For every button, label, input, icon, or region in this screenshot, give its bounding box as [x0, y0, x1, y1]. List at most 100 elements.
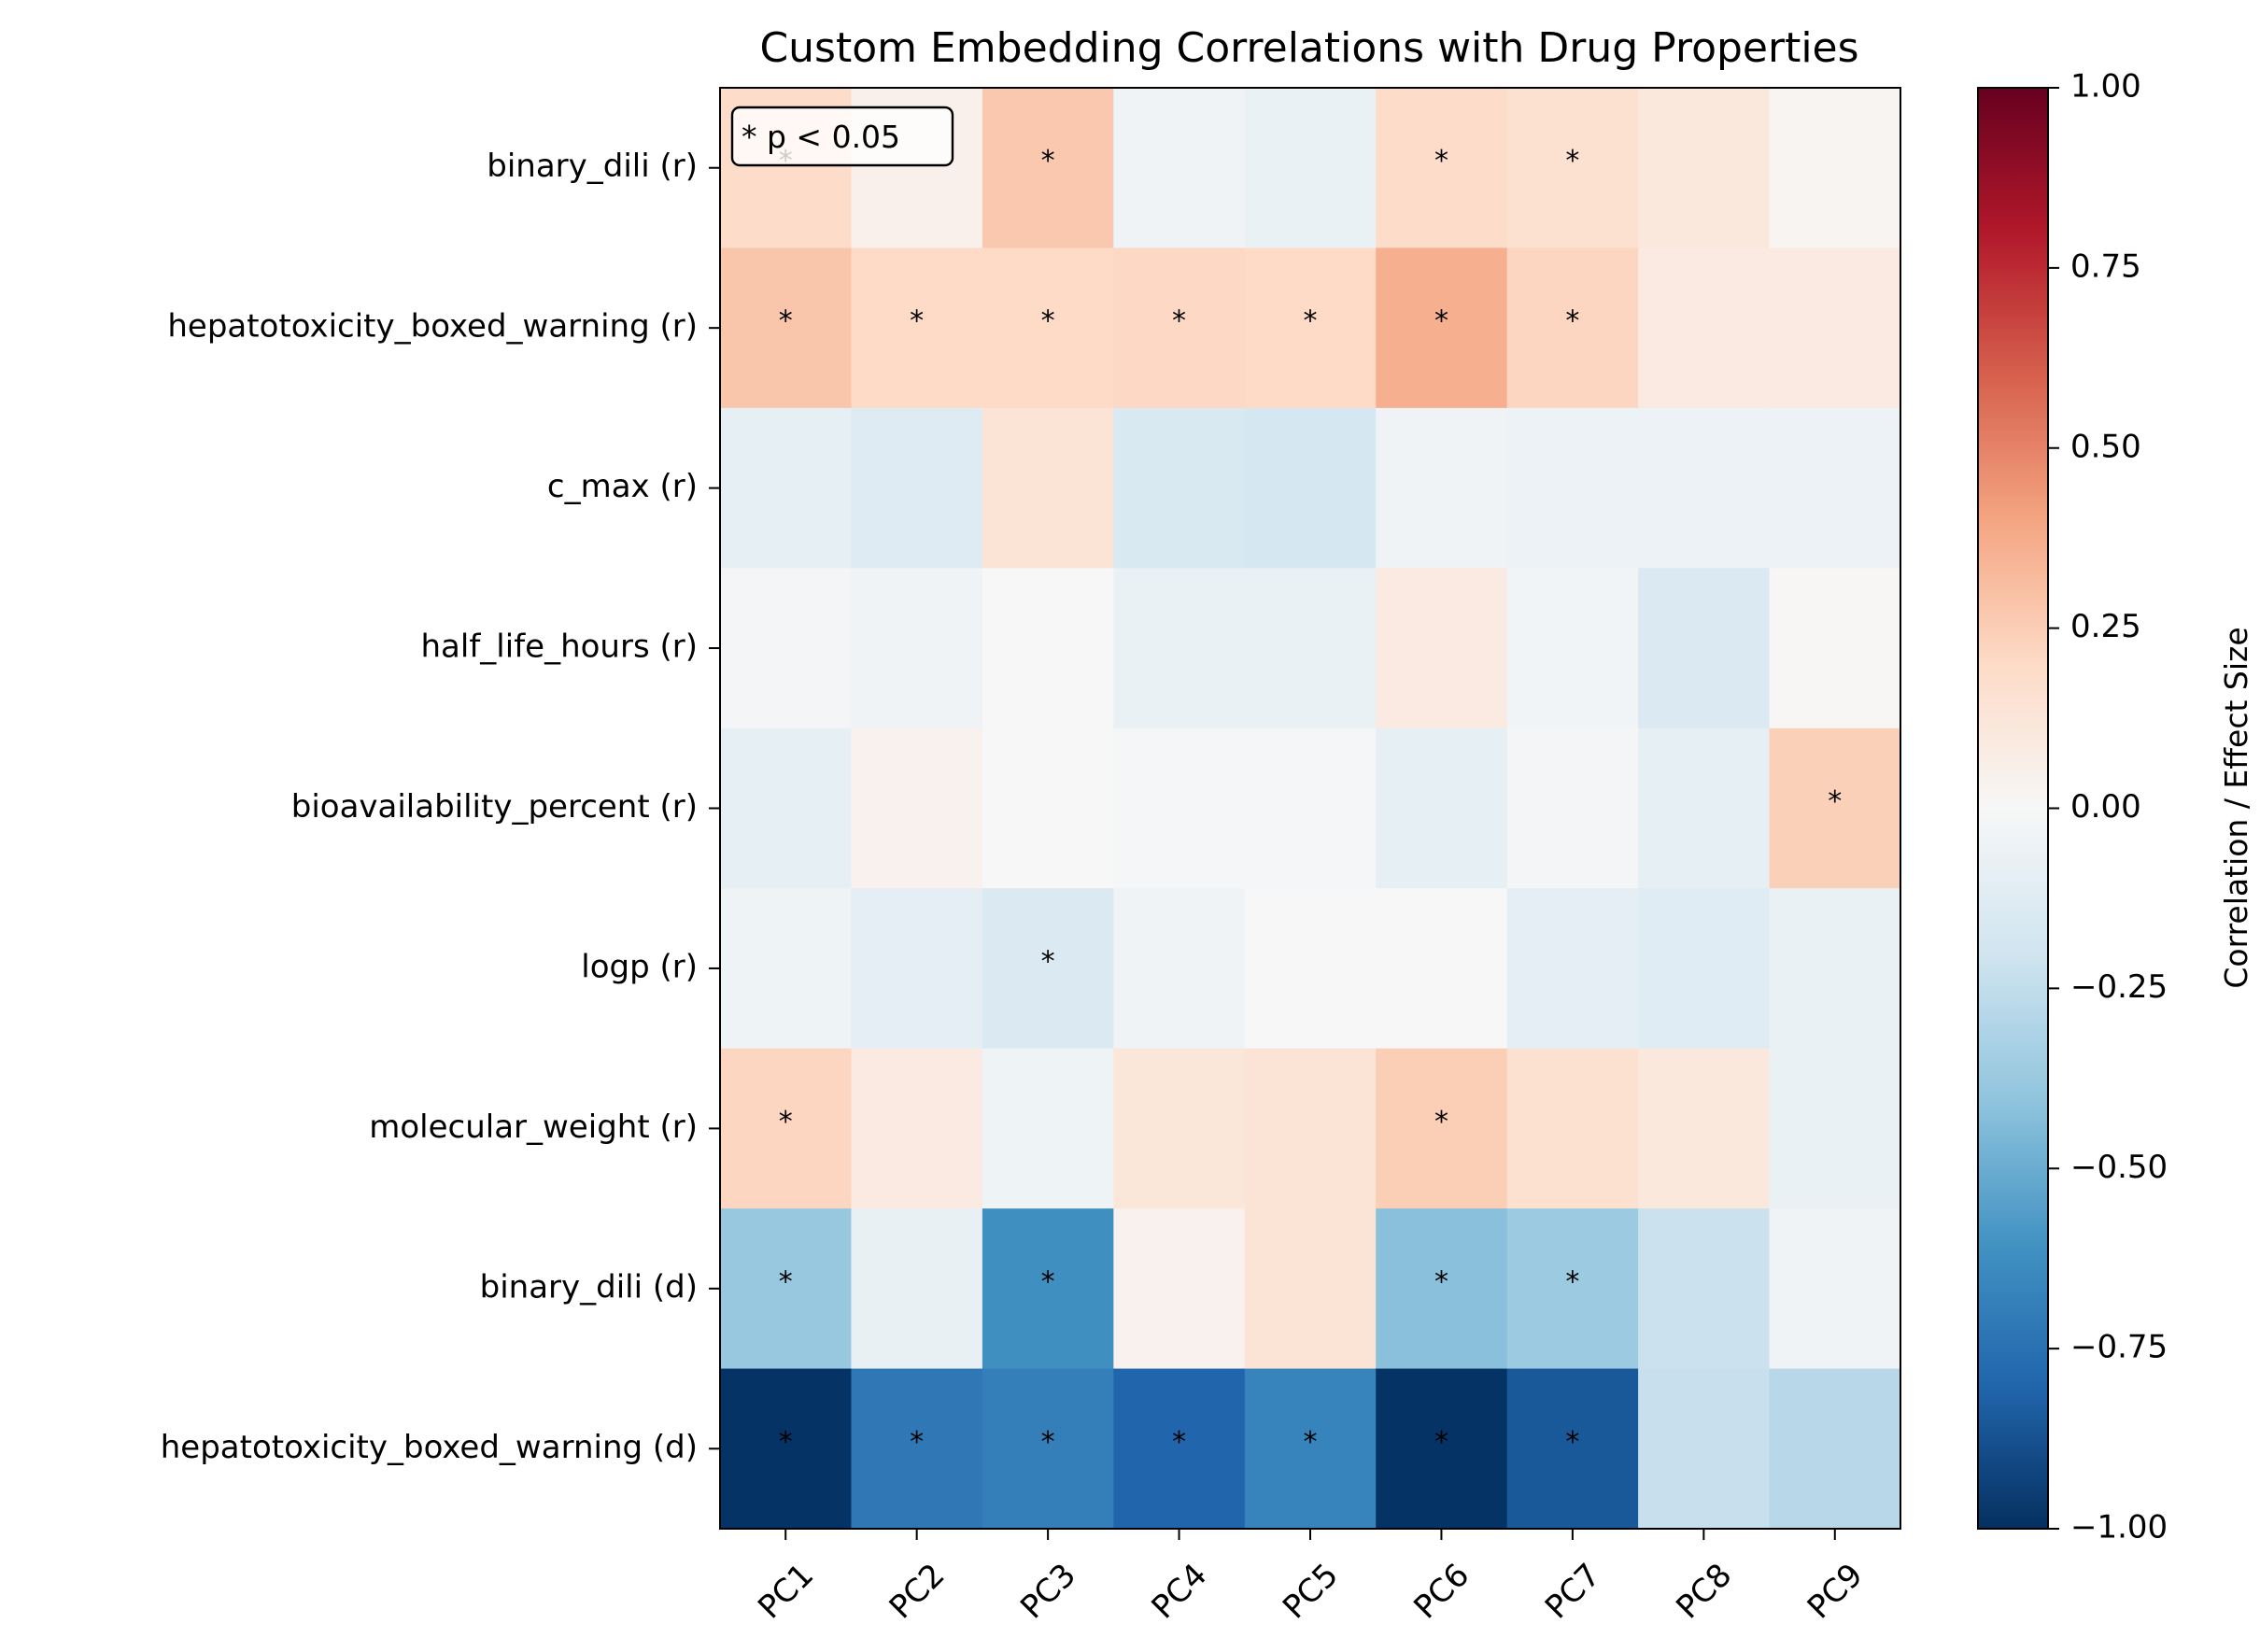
heatmap-cell: [851, 727, 983, 889]
significance-star: *: [1434, 1106, 1448, 1138]
heatmap-cell: [1113, 407, 1246, 569]
colorbar-ticks: 1.00 0.75 0.50 0.25 0.00 −0.25 −0.50 −0.75 −1.00: [2048, 68, 2168, 1546]
heatmap-cell: [720, 1208, 853, 1370]
y-axis: binary_dili (r) hepatotoxicity_boxed_warn…: [161, 148, 720, 1466]
heatmap-cell: [1376, 568, 1508, 729]
heatmap-cell: [1376, 1208, 1508, 1370]
heatmap-cell: [1638, 727, 1771, 889]
significance-star: *: [910, 1426, 924, 1459]
heatmap-cell: [1113, 727, 1246, 889]
heatmap-cell: [720, 888, 853, 1050]
significance-star: *: [1304, 305, 1318, 338]
heatmap-cell: [1113, 247, 1246, 409]
x-tick-label: PC9: [1801, 1557, 1871, 1627]
heatmap-cell: [1113, 568, 1246, 729]
x-tick-label: PC2: [883, 1557, 953, 1627]
significance-star: *: [1041, 305, 1055, 338]
heatmap-cell: [851, 407, 983, 569]
heatmap-cell: [1113, 1368, 1246, 1530]
heatmap-cell: [982, 888, 1114, 1050]
heatmap-cell: [1376, 407, 1508, 569]
heatmap-cell: [1769, 1208, 1901, 1370]
colorbar-tick-label: 0.75: [2070, 247, 2141, 285]
heatmap-cell: [1769, 247, 1901, 409]
y-tick-label: c_max (r): [547, 468, 698, 505]
heatmap-cell: [1376, 888, 1508, 1050]
x-tick-label: PC8: [1669, 1557, 1739, 1627]
heatmap-cell: [982, 1368, 1114, 1530]
colorbar-tick-label: 1.00: [2070, 68, 2141, 106]
heatmap-cell: [982, 727, 1114, 889]
heatmap-cell: [1113, 1048, 1246, 1209]
colorbar-label: Correlation / Effect Size: [2218, 627, 2254, 988]
heatmap-cell: [1638, 1208, 1771, 1370]
heatmap-cell: [1506, 1208, 1639, 1370]
heatmap-cell: [1113, 888, 1246, 1050]
heatmap-cell: [1769, 727, 1901, 889]
heatmap-cell: [720, 1048, 853, 1209]
heatmap-cell: [1769, 568, 1901, 729]
heatmap-cell: [1244, 1048, 1377, 1209]
heatmap-cell: [1638, 1048, 1771, 1209]
heatmap-cell: [1113, 1208, 1246, 1370]
heatmap-cell: [1638, 1368, 1771, 1530]
heatmap-cell: [1376, 727, 1508, 889]
significance-star: *: [1434, 305, 1448, 338]
colorbar-tick-label: −1.00: [2070, 1509, 2168, 1546]
heatmap-cell: [1113, 88, 1246, 249]
x-tick-label: PC1: [751, 1557, 821, 1627]
heatmap-cell: [1769, 1048, 1901, 1209]
significance-star: *: [1041, 145, 1055, 177]
colorbar-tick-label: 0.25: [2070, 608, 2141, 645]
significance-star: *: [779, 1106, 793, 1138]
significance-star: *: [1304, 1426, 1318, 1459]
heatmap-cell: [851, 1048, 983, 1209]
significance-star: *: [779, 1265, 793, 1298]
x-axis: PC1 PC2 PC3 PC4 PC5 PC6 PC7 PC8 PC9: [751, 1529, 1871, 1627]
heatmap-cell: [982, 1208, 1114, 1370]
heatmap-cell: [1506, 568, 1639, 729]
y-tick-label: binary_dili (d): [480, 1268, 698, 1306]
significance-star: *: [1565, 305, 1579, 338]
heatmap-cell: [1506, 727, 1639, 889]
significance-star: *: [910, 305, 924, 338]
heatmap-cell: [720, 407, 853, 569]
y-tick-label: bioavailability_percent (r): [291, 788, 698, 826]
heatmap-cell: [1244, 888, 1377, 1050]
colorbar-tick-label: −0.75: [2070, 1329, 2168, 1366]
heatmap-cell: [1638, 888, 1771, 1050]
heatmap-cell: [1769, 888, 1901, 1050]
heatmap-cell: [720, 568, 853, 729]
significance-markers: **************************: [779, 145, 1843, 1459]
significance-star: *: [1041, 1265, 1055, 1298]
heatmap-cell: [720, 247, 853, 409]
heatmap-cell: [851, 1368, 983, 1530]
heatmap-cell: [1638, 88, 1771, 249]
x-tick-label: PC6: [1406, 1557, 1476, 1627]
y-tick-label: binary_dili (r): [487, 148, 698, 185]
heatmap-cell: [982, 88, 1114, 249]
colorbar-tick-label: 0.50: [2070, 428, 2141, 465]
colorbar-gradient: [1977, 87, 2049, 1530]
significance-star: *: [1828, 785, 1842, 818]
significance-star: *: [1172, 1426, 1186, 1459]
x-tick-label: PC3: [1013, 1557, 1083, 1627]
heatmap-cell: [982, 247, 1114, 409]
heatmap-cell: [1376, 1368, 1508, 1530]
chart-title: Custom Embedding Correlations with Drug …: [759, 24, 1858, 72]
legend-text: * p < 0.05: [742, 119, 900, 155]
heatmap-cell: [1506, 1048, 1639, 1209]
heatmap-cell: [1506, 247, 1639, 409]
significance-star: *: [1565, 1265, 1579, 1298]
x-tick-label: PC4: [1145, 1557, 1215, 1627]
heatmap-cell: [851, 568, 983, 729]
heatmap-cell: [1376, 88, 1508, 249]
colorbar: 1.00 0.75 0.50 0.25 0.00 −0.25 −0.50 −0.75 −1.00…: [1977, 68, 2254, 1546]
significance-legend: * p < 0.05: [730, 106, 954, 167]
heatmap-cell: [1638, 407, 1771, 569]
heatmap-cell: [1638, 247, 1771, 409]
significance-star: *: [1434, 145, 1448, 177]
significance-star: *: [1565, 1426, 1579, 1459]
heatmap-cell: [1506, 888, 1639, 1050]
significance-star: *: [1434, 1265, 1448, 1298]
